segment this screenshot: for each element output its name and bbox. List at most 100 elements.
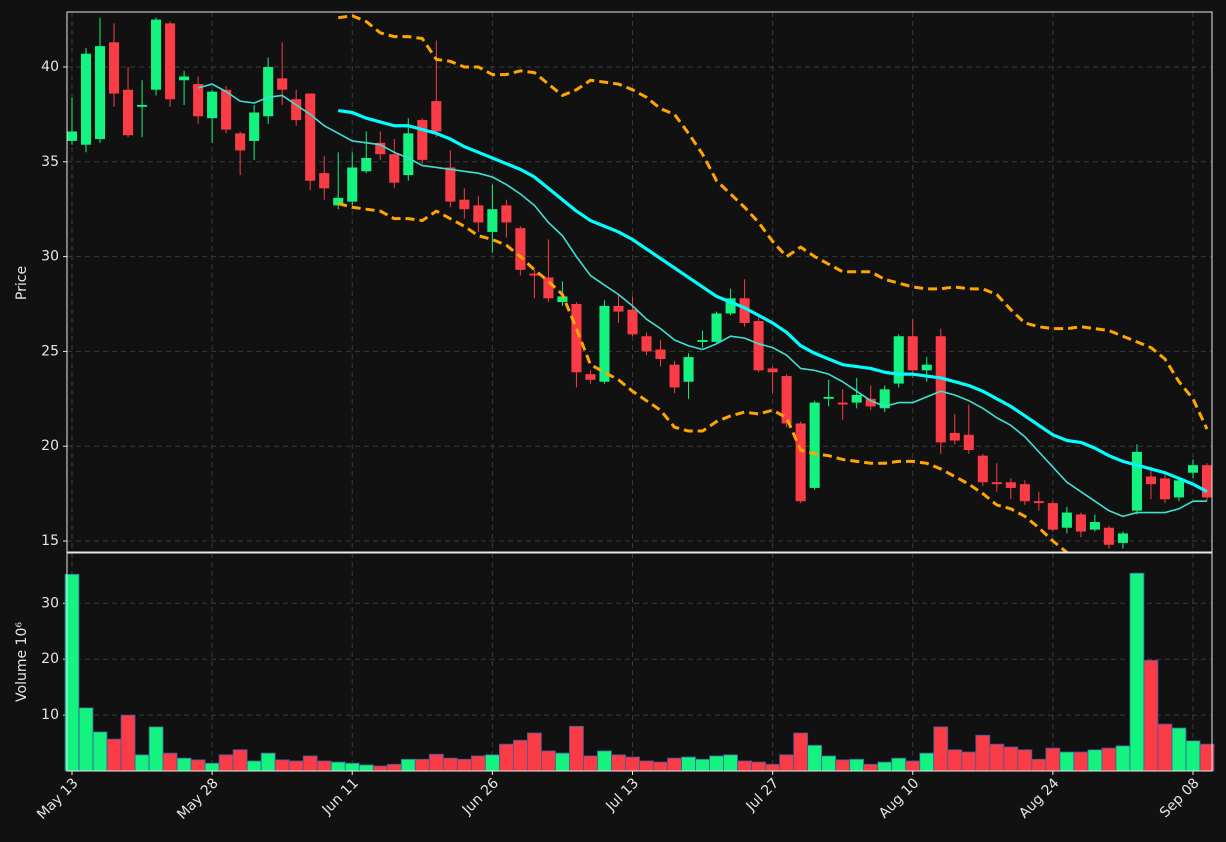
candle-body (865, 398, 876, 407)
volume-bar (316, 760, 332, 772)
candle-body (697, 340, 708, 342)
volume-bar (470, 755, 486, 772)
candle-body (487, 209, 498, 232)
candle-body (403, 133, 414, 176)
overlay-line (338, 14, 1209, 430)
volume-bar (975, 734, 991, 772)
price-axis-label: Price (14, 266, 30, 300)
candle-body (319, 173, 330, 189)
price-frame (66, 11, 1213, 553)
volume-bar (134, 754, 150, 772)
candle-body (529, 273, 540, 276)
y-tick-label: 20 (41, 438, 59, 454)
volume-bar (302, 755, 318, 772)
candle-body (781, 376, 792, 424)
volume-bar (1143, 659, 1159, 772)
candle-body (1005, 482, 1016, 488)
volume-bar (1031, 758, 1047, 772)
y-tick-label: 30 (41, 249, 59, 265)
candle-body (473, 205, 484, 223)
candle-body (305, 93, 316, 181)
volume-bar (218, 754, 234, 772)
volume-bar (541, 750, 556, 772)
candle-body (333, 197, 344, 206)
volume-bar (765, 763, 781, 772)
candle-body (221, 89, 232, 130)
candle-body (108, 42, 120, 94)
candle-body (1075, 514, 1086, 532)
candle-body (795, 423, 806, 502)
volume-bar (414, 758, 430, 772)
candle-body (1159, 478, 1171, 500)
volume-bar (723, 754, 738, 772)
volume-bar (106, 738, 122, 772)
volume-bar (569, 725, 584, 772)
candle-body (94, 46, 106, 140)
y-tick-label: 40 (41, 59, 59, 75)
candle-body (501, 205, 512, 223)
candle-body (235, 133, 246, 151)
volume-bar (695, 758, 710, 772)
volume-bar (1101, 747, 1117, 772)
candle-body (165, 23, 176, 100)
overlay-line (197, 83, 1207, 518)
volume-bar (400, 758, 416, 772)
candle-body (935, 336, 946, 443)
volume-bar (989, 743, 1005, 772)
volume-bar (162, 752, 178, 772)
volume-bar (330, 761, 346, 772)
volume-bar (709, 755, 724, 772)
y-tick-label: 20 (41, 651, 59, 667)
candle-body (949, 432, 960, 441)
volume-bar (78, 707, 94, 772)
candle-body (1117, 533, 1128, 543)
volume-bar (779, 754, 795, 772)
candle-body (67, 131, 78, 141)
volume-bar (358, 764, 374, 772)
volume-bar (555, 752, 570, 772)
overlay-line (337, 202, 1069, 552)
volume-bar (456, 758, 472, 772)
candle-body (683, 357, 694, 382)
candle-body (711, 313, 722, 342)
candle-body (193, 84, 204, 117)
candle-body (823, 396, 834, 399)
volume-bar (667, 757, 682, 772)
candle-body (151, 19, 162, 90)
candle-body (571, 303, 582, 373)
volume-bar (1129, 572, 1145, 772)
volume-bar (807, 744, 823, 772)
candle-body (263, 66, 274, 117)
candle-body (585, 374, 596, 380)
volume-bar (933, 726, 949, 772)
candle-body (207, 91, 218, 119)
volume-bar (639, 760, 654, 772)
volume-frame (66, 552, 1213, 772)
candle-body (417, 120, 428, 160)
candle-body (837, 402, 848, 405)
y-tick-label: 15 (41, 533, 59, 549)
candle-body (347, 167, 358, 202)
candle-body (809, 402, 820, 488)
candle-body (1131, 451, 1142, 511)
candle-body (277, 78, 288, 90)
volume-bar (863, 763, 879, 772)
volume-bar (1073, 751, 1089, 772)
volume-bar (92, 731, 108, 772)
volume-bar (1185, 740, 1201, 772)
volume-bar (1171, 727, 1187, 772)
candle-body (641, 336, 652, 352)
candle-body (767, 368, 778, 373)
candle-body (669, 364, 680, 388)
volume-bar (372, 765, 388, 772)
candle-body (1145, 476, 1156, 485)
volume-bar (344, 762, 360, 772)
candle-body (80, 53, 92, 145)
volume-bar (835, 759, 851, 772)
candle-body (543, 277, 554, 299)
volume-bar (891, 757, 907, 772)
volume-bar (527, 732, 542, 772)
volume-bar (625, 756, 640, 772)
volume-bar (681, 756, 696, 772)
